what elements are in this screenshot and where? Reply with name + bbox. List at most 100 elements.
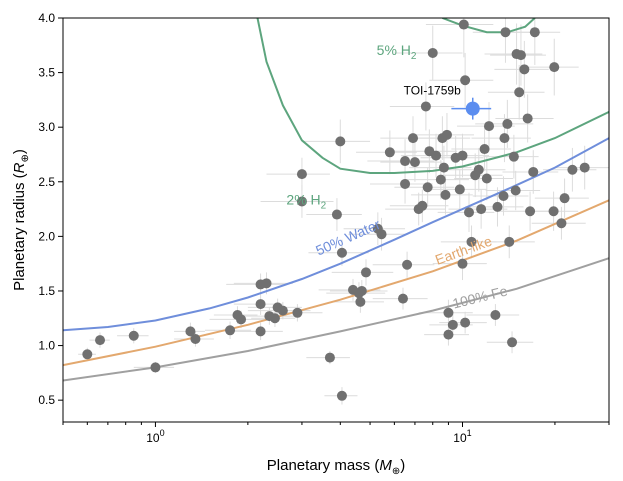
data-point [548, 206, 559, 217]
data-points [82, 19, 590, 401]
data-point [261, 278, 272, 289]
data-point [420, 101, 431, 112]
data-point [498, 190, 509, 201]
plot-frame [62, 17, 610, 423]
model-curves [63, 18, 609, 382]
data-point [528, 166, 539, 177]
data-point [529, 27, 540, 38]
data-point [82, 349, 93, 360]
data-point [492, 201, 503, 212]
data-point [443, 329, 454, 340]
data-point [556, 218, 567, 229]
data-point [376, 229, 387, 240]
data-point [519, 64, 530, 75]
data-point [397, 293, 408, 304]
data-point [400, 178, 411, 189]
data-point [499, 133, 510, 144]
y-tick-label: 3.5 [38, 66, 55, 80]
data-point [336, 247, 347, 258]
data-point [427, 47, 438, 58]
y-tick-label: 2.5 [38, 175, 55, 189]
data-point [567, 164, 578, 175]
y-axis-label: Planetary radius (R⊕) [11, 149, 31, 291]
data-point [356, 285, 367, 296]
highlight-label: TOI-1759b [404, 84, 461, 98]
data-point [510, 185, 521, 196]
y-tick-label: 4.0 [38, 11, 55, 25]
data-point [504, 236, 515, 247]
curve-label: 2% H2 [286, 192, 326, 212]
data-point [95, 335, 106, 346]
data-point [335, 136, 346, 147]
curve-label: 100% Fe [451, 282, 509, 311]
data-point [466, 236, 477, 247]
curve-line [63, 257, 609, 382]
highlight-point [465, 101, 480, 116]
data-point [255, 326, 266, 337]
data-point [408, 133, 419, 144]
data-point [409, 157, 420, 168]
y-tick-label: 0.5 [38, 393, 55, 407]
data-point [457, 150, 468, 161]
x-axis: 100 101 [62, 422, 610, 445]
data-point [458, 19, 469, 30]
data-point [402, 259, 413, 270]
data-point [360, 267, 371, 278]
curve-label: 50% Water [313, 216, 383, 259]
data-point [460, 75, 471, 86]
data-point [438, 162, 449, 173]
data-point [296, 196, 307, 207]
data-point [525, 206, 536, 217]
data-point [447, 319, 458, 330]
data-point [336, 390, 347, 401]
data-point [508, 151, 519, 162]
data-point [515, 50, 526, 61]
data-point [464, 207, 475, 218]
data-point [559, 193, 570, 204]
data-point [422, 182, 433, 193]
data-point [500, 27, 511, 38]
data-point [355, 296, 366, 307]
data-point [269, 313, 280, 324]
data-point [502, 118, 513, 129]
data-point [400, 156, 411, 167]
data-point [549, 62, 560, 73]
data-point [473, 164, 484, 175]
data-point [225, 325, 236, 336]
data-point [479, 144, 490, 155]
data-point [292, 307, 303, 318]
data-point [255, 299, 266, 310]
data-point [481, 173, 492, 184]
highlight-planet [451, 97, 492, 120]
data-point [454, 184, 465, 195]
data-point [457, 258, 468, 269]
curve-line [63, 137, 609, 332]
data-point [460, 317, 471, 328]
data-point [507, 337, 518, 348]
data-point [185, 326, 196, 337]
curve-line [256, 18, 609, 174]
x-axis-label: Planetary mass (M⊕) [267, 457, 405, 477]
data-point [190, 334, 201, 345]
data-point [441, 129, 452, 140]
data-point [435, 174, 446, 185]
data-point [476, 204, 487, 215]
data-point [150, 362, 161, 373]
y-tick-label: 2.0 [38, 229, 55, 243]
data-point [431, 150, 442, 161]
data-point [296, 169, 307, 180]
data-point [579, 162, 590, 173]
curve-line [63, 199, 609, 367]
data-point [514, 87, 525, 98]
data-point [324, 352, 335, 363]
error-bars [78, 18, 609, 405]
data-point [484, 121, 495, 132]
data-point [236, 314, 247, 325]
x-tick-label: 100 [146, 428, 164, 445]
y-axis: 0.5 1.0 1.5 2.0 2.5 3.0 3.5 4.0 [38, 11, 63, 407]
data-point [417, 200, 428, 211]
data-point [384, 147, 395, 158]
data-point [128, 330, 139, 341]
data-point [490, 309, 501, 320]
